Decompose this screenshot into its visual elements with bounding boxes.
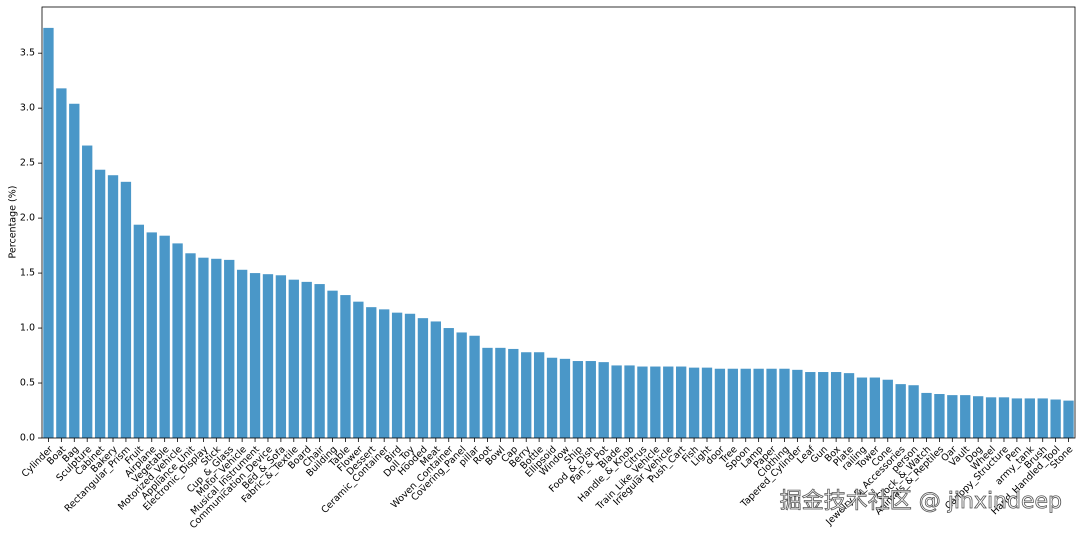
bar <box>430 321 441 438</box>
bar <box>456 332 467 438</box>
bar <box>275 275 287 438</box>
bar <box>972 396 984 438</box>
bar <box>314 284 325 438</box>
bar <box>805 372 816 438</box>
bar <box>1063 400 1074 438</box>
bar <box>133 224 145 438</box>
bar <box>495 347 506 438</box>
bar <box>856 377 868 438</box>
bar <box>521 352 532 438</box>
bar <box>688 367 700 438</box>
bar <box>766 368 777 438</box>
bar <box>792 369 803 438</box>
bar <box>779 368 790 438</box>
bar <box>843 373 855 438</box>
y-tick-label: 1.5 <box>20 268 35 279</box>
bar <box>198 257 209 438</box>
bar <box>546 357 558 438</box>
bar <box>185 253 196 438</box>
bar <box>224 259 235 438</box>
bar <box>985 397 997 438</box>
bar <box>921 392 932 438</box>
bar <box>650 366 661 438</box>
bar <box>533 352 545 438</box>
y-tick-label: 1.0 <box>20 323 35 334</box>
bar <box>391 312 403 438</box>
bar <box>934 394 945 438</box>
bar <box>353 301 364 438</box>
y-tick-label: 2.5 <box>20 158 35 169</box>
watermark: 掘金技术社区 @ jinxindeep <box>780 489 1062 514</box>
bar <box>895 384 906 438</box>
bar <box>417 318 429 438</box>
bar <box>869 377 881 438</box>
bar <box>379 309 390 438</box>
bar <box>69 103 80 439</box>
bar <box>236 269 248 438</box>
bar <box>598 362 609 438</box>
y-tick-label: 0.0 <box>20 433 35 444</box>
bar <box>366 307 377 438</box>
bar <box>211 258 222 438</box>
bar <box>327 290 338 438</box>
bar <box>818 372 829 438</box>
bar <box>508 348 519 438</box>
y-tick-label: 2.0 <box>20 213 35 224</box>
bar <box>624 365 635 438</box>
bar <box>1050 399 1061 438</box>
bar <box>947 395 958 438</box>
y-tick-label: 3.0 <box>20 103 35 114</box>
bar <box>998 397 1010 438</box>
bar <box>753 368 764 438</box>
bar <box>611 365 622 438</box>
bar <box>469 335 480 438</box>
bar <box>714 368 726 438</box>
bar <box>1024 398 1035 438</box>
bar <box>288 279 299 438</box>
bar <box>882 379 893 438</box>
bar <box>482 347 493 438</box>
bar <box>676 366 687 438</box>
y-axis-label: Percentage (%) <box>8 186 19 259</box>
bar <box>301 281 312 438</box>
y-tick-label: 3.5 <box>20 48 35 59</box>
bar <box>262 274 274 438</box>
bar <box>146 232 157 438</box>
bar <box>443 328 454 438</box>
bar <box>830 372 842 438</box>
bar <box>82 145 93 439</box>
bar <box>249 273 261 438</box>
bar <box>94 169 106 438</box>
bar <box>1037 398 1048 438</box>
bar <box>727 368 738 438</box>
bar <box>43 27 54 438</box>
bar <box>572 361 584 438</box>
plot-frame <box>41 6 1076 439</box>
bar <box>585 361 596 438</box>
bar <box>960 395 971 438</box>
bar <box>340 295 351 438</box>
bar <box>740 368 751 438</box>
bar <box>701 367 713 438</box>
bar <box>404 313 416 438</box>
bar <box>56 88 67 438</box>
bar <box>559 358 571 438</box>
bar <box>120 181 132 438</box>
bar <box>107 175 119 439</box>
bar <box>663 366 674 438</box>
y-tick-label: 0.5 <box>20 378 35 389</box>
bar <box>908 385 919 438</box>
bar <box>637 366 648 438</box>
bar <box>159 235 170 438</box>
bar <box>1011 398 1023 438</box>
bar <box>172 243 183 438</box>
